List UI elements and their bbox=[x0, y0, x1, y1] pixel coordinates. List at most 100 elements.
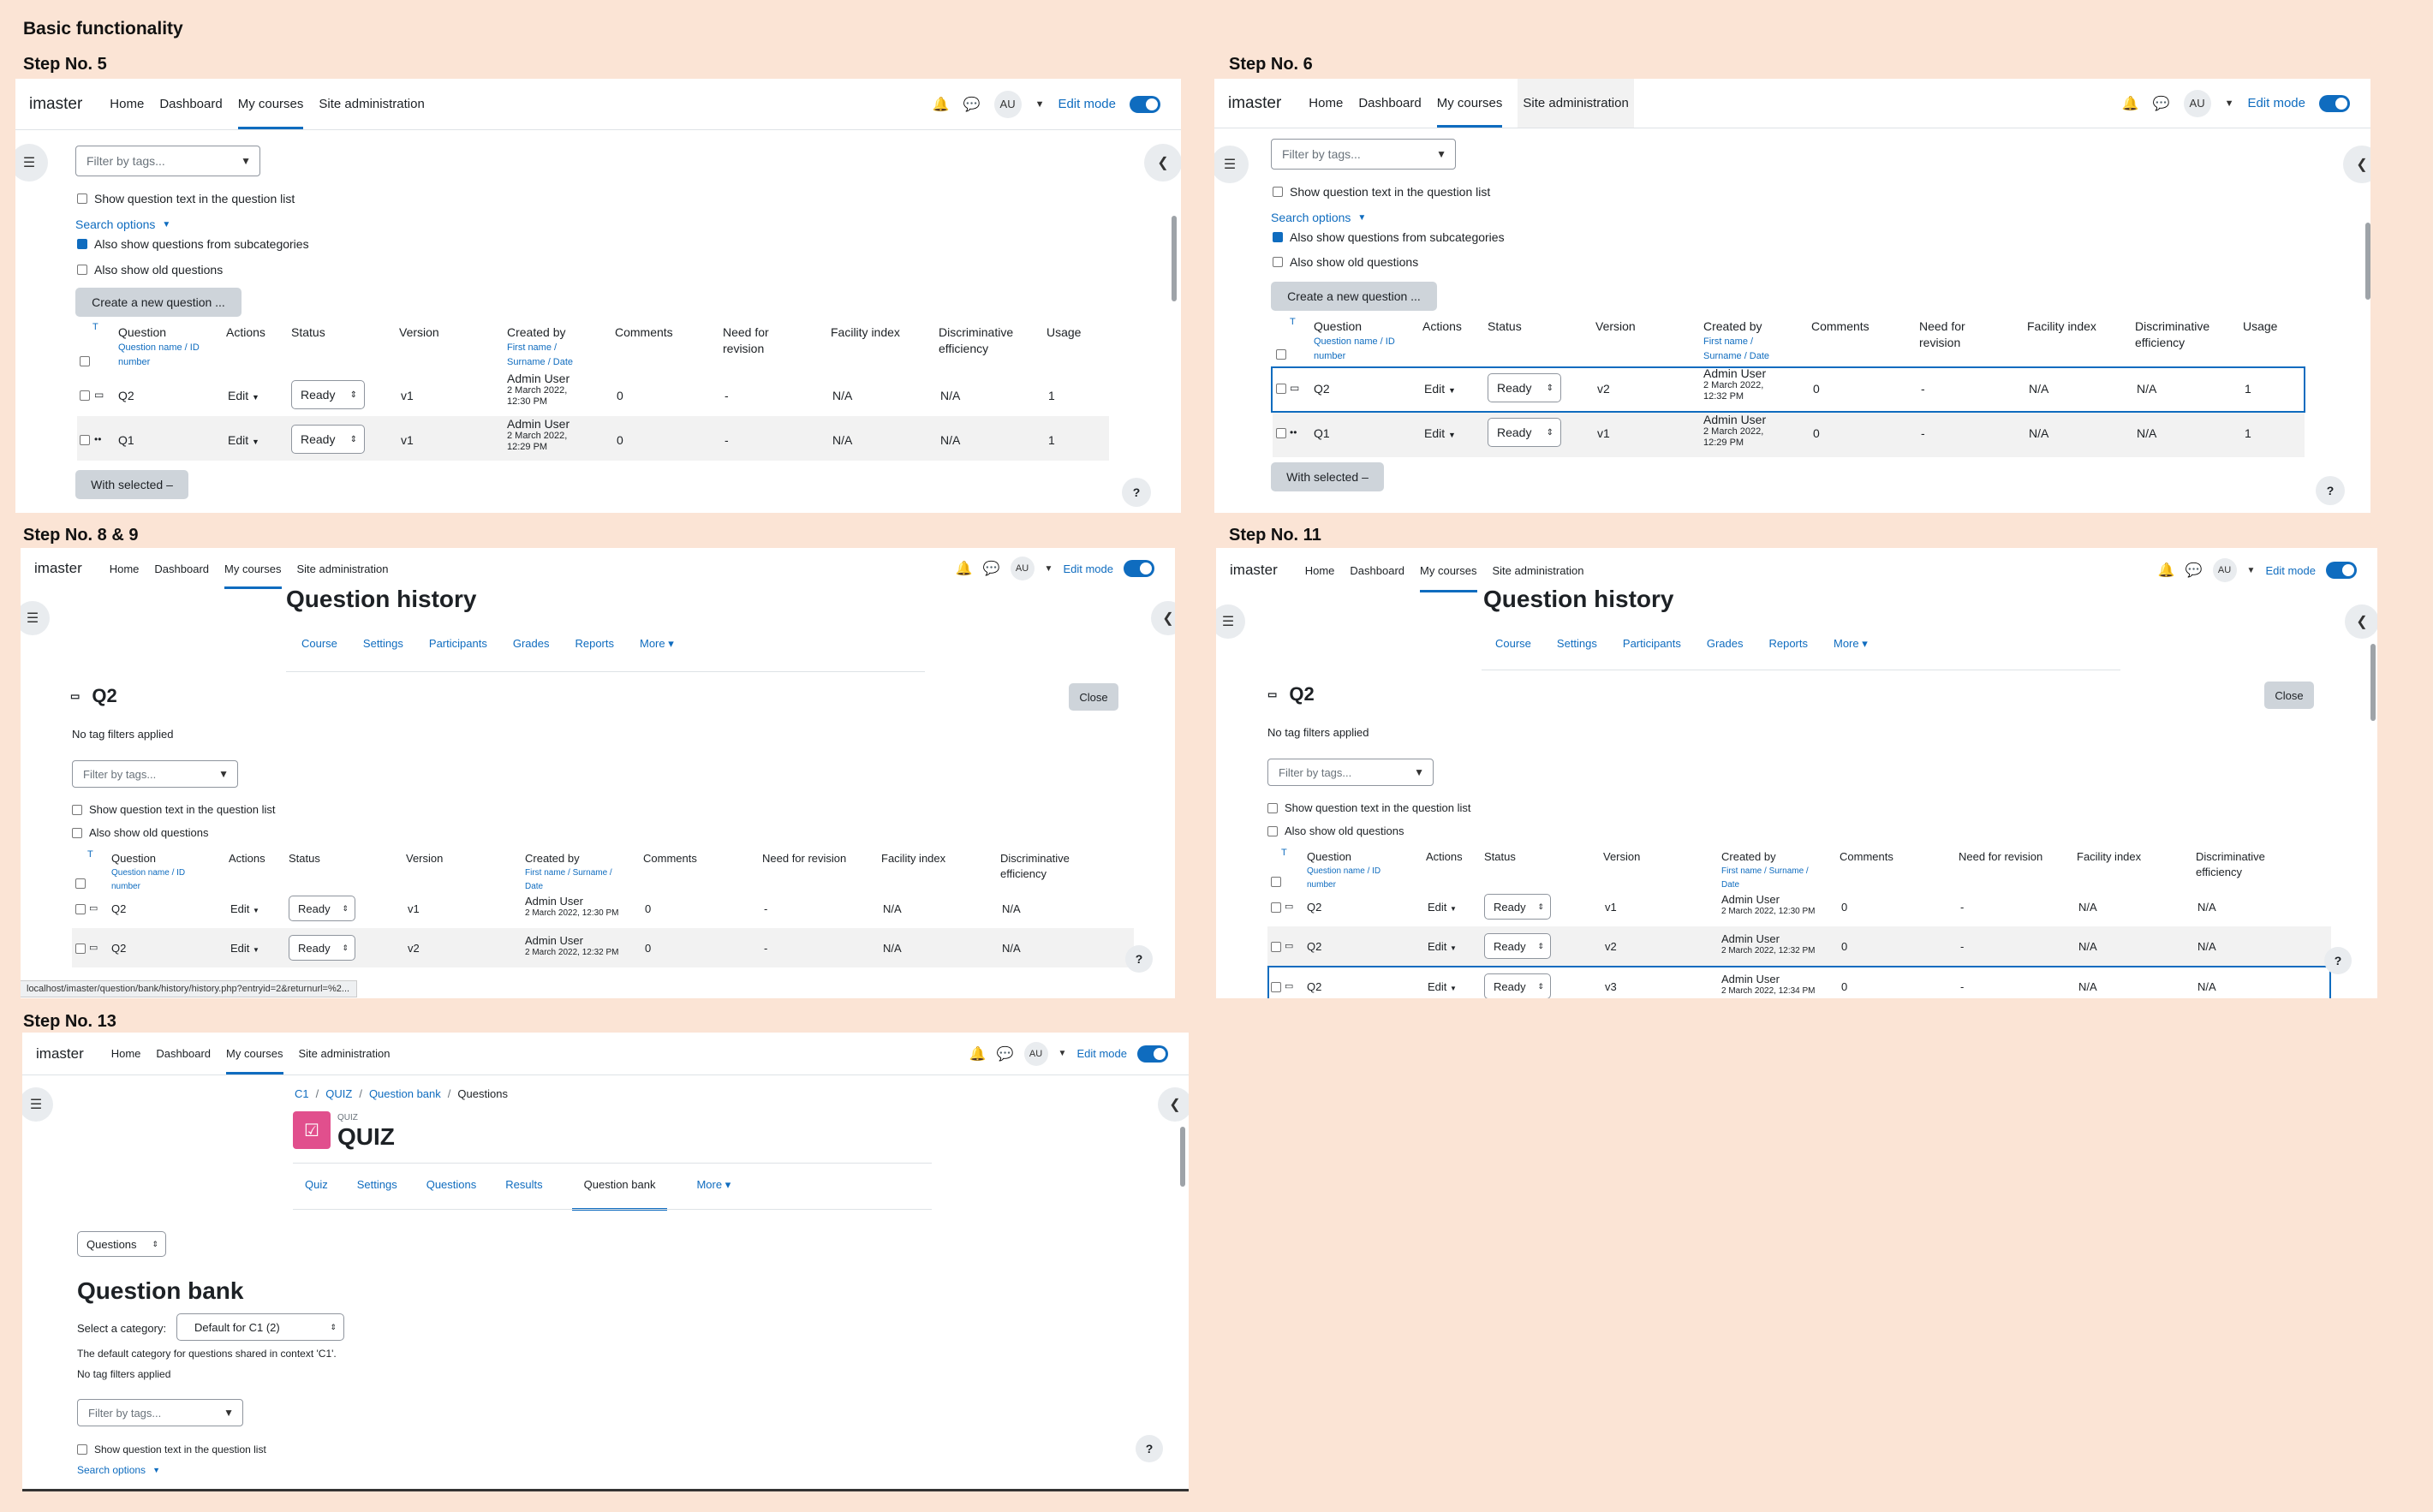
comments-link[interactable]: 0 bbox=[1841, 980, 1848, 993]
avatar[interactable]: AU bbox=[993, 90, 1022, 118]
row-checkbox[interactable] bbox=[80, 390, 90, 401]
show-text-option[interactable]: Show question text in the question list bbox=[1267, 801, 1471, 814]
block-drawer-icon[interactable]: ❮ bbox=[1144, 144, 1181, 182]
show-text-option[interactable]: Show question text in the question list bbox=[77, 1444, 266, 1455]
sort-question-name[interactable]: Question name / ID number bbox=[1307, 866, 1381, 890]
tab-quiz[interactable]: Quiz bbox=[305, 1178, 328, 1191]
nav-home[interactable]: Home bbox=[109, 562, 140, 575]
help-button[interactable]: ? bbox=[2324, 947, 2352, 974]
row-checkbox[interactable] bbox=[1271, 982, 1281, 992]
filter-tags-select[interactable]: Filter by tags... ▼ bbox=[77, 1399, 243, 1426]
comments-link[interactable]: 0 bbox=[617, 433, 623, 447]
row-checkbox[interactable] bbox=[80, 435, 90, 445]
index-drawer-icon[interactable]: ☰ bbox=[1214, 146, 1249, 183]
checkbox[interactable] bbox=[72, 804, 82, 815]
tab-reports[interactable]: Reports bbox=[1768, 637, 1808, 650]
checkbox[interactable] bbox=[1267, 825, 1278, 836]
edit-mode-toggle[interactable] bbox=[2326, 562, 2357, 579]
edit-menu[interactable]: Edit ▼ bbox=[228, 389, 259, 402]
avatar[interactable]: AU bbox=[2212, 558, 2237, 582]
status-select[interactable]: Ready ⇕ bbox=[291, 380, 365, 409]
row-checkbox[interactable] bbox=[1276, 384, 1286, 394]
brand-link[interactable]: imaster bbox=[34, 560, 82, 576]
avatar[interactable]: AU bbox=[1023, 1041, 1048, 1066]
breadcrumb-c1[interactable]: C1 bbox=[295, 1087, 309, 1100]
status-select[interactable]: Ready ⇕ bbox=[291, 425, 365, 454]
tab-grades[interactable]: Grades bbox=[512, 637, 550, 650]
tab-grades[interactable]: Grades bbox=[1706, 637, 1744, 650]
checkbox[interactable] bbox=[77, 265, 87, 275]
nav-my-courses[interactable]: My courses bbox=[237, 79, 303, 129]
nav-dashboard[interactable]: Dashboard bbox=[159, 97, 223, 111]
block-drawer-icon[interactable]: ❮ bbox=[1151, 601, 1175, 635]
comments-link[interactable]: 0 bbox=[645, 942, 652, 955]
filter-tags-select[interactable]: Filter by tags... ▼ bbox=[1271, 139, 1456, 170]
edit-menu[interactable]: Edit ▼ bbox=[230, 902, 259, 915]
bell-icon[interactable]: 🔔 bbox=[2121, 96, 2139, 111]
tab-more[interactable]: More ▾ bbox=[640, 637, 674, 650]
chevron-down-icon[interactable]: ▼ bbox=[2246, 565, 2256, 575]
sort-type[interactable]: T bbox=[1281, 848, 1287, 858]
search-options-toggle[interactable]: Search options ▼ bbox=[1271, 211, 1366, 224]
nav-home[interactable]: Home bbox=[1309, 96, 1344, 110]
scrollbar[interactable] bbox=[2365, 223, 2370, 300]
category-select[interactable]: Default for C1 (2) ⇕ bbox=[176, 1313, 344, 1341]
chevron-down-icon[interactable]: ▼ bbox=[1058, 1049, 1067, 1058]
close-button[interactable]: Close bbox=[2264, 682, 2314, 709]
bell-icon[interactable]: 🔔 bbox=[969, 1046, 987, 1062]
chevron-down-icon[interactable]: ▼ bbox=[1044, 563, 1053, 574]
status-select[interactable]: Ready ⇕ bbox=[1488, 418, 1561, 447]
sort-type[interactable]: T bbox=[92, 322, 98, 332]
status-select[interactable]: Ready ⇕ bbox=[1484, 973, 1551, 998]
sort-type[interactable]: T bbox=[87, 849, 93, 860]
row-checkbox[interactable] bbox=[1271, 902, 1281, 913]
index-drawer-icon[interactable]: ☰ bbox=[1216, 604, 1245, 639]
row-checkbox[interactable] bbox=[75, 904, 86, 914]
tab-question-bank[interactable]: Question bank bbox=[571, 1178, 668, 1211]
usage-link[interactable]: 1 bbox=[1048, 389, 1055, 402]
tab-more[interactable]: More ▾ bbox=[696, 1178, 731, 1191]
nav-site-admin[interactable]: Site administration bbox=[319, 97, 425, 111]
comments-link[interactable]: 0 bbox=[617, 389, 623, 402]
usage-link[interactable]: 1 bbox=[2245, 382, 2251, 396]
nav-home[interactable]: Home bbox=[110, 97, 145, 111]
checkbox[interactable] bbox=[77, 239, 87, 249]
filter-tags-select[interactable]: Filter by tags... ▼ bbox=[1267, 759, 1434, 786]
edit-mode-toggle[interactable] bbox=[1130, 95, 1160, 113]
edit-menu[interactable]: Edit ▼ bbox=[1428, 980, 1457, 993]
create-question-button[interactable]: Create a new question ... bbox=[1271, 282, 1437, 311]
message-icon[interactable]: 💬 bbox=[996, 1046, 1014, 1062]
filter-tags-select[interactable]: Filter by tags... ▼ bbox=[75, 146, 260, 176]
help-button[interactable]: ? bbox=[1122, 478, 1151, 507]
nav-my-courses[interactable]: My courses bbox=[1436, 79, 1502, 128]
index-drawer-icon[interactable]: ☰ bbox=[22, 1087, 53, 1122]
nav-dashboard[interactable]: Dashboard bbox=[154, 562, 210, 575]
help-button[interactable]: ? bbox=[2316, 476, 2345, 505]
create-question-button[interactable]: Create a new question ... bbox=[75, 288, 242, 317]
tab-reports[interactable]: Reports bbox=[575, 637, 614, 650]
usage-link[interactable]: 1 bbox=[2245, 426, 2251, 440]
old-questions-option[interactable]: Also show old questions bbox=[1267, 824, 1404, 837]
scrollbar[interactable] bbox=[2370, 644, 2376, 721]
edit-menu[interactable]: Edit ▼ bbox=[1428, 940, 1457, 953]
sort-created[interactable]: First name / Surname / Date bbox=[525, 867, 612, 891]
edit-menu[interactable]: Edit ▼ bbox=[1424, 426, 1456, 440]
bell-icon[interactable]: 🔔 bbox=[2157, 563, 2175, 578]
tab-settings[interactable]: Settings bbox=[1556, 637, 1597, 650]
subcategories-option[interactable]: Also show questions from subcategories bbox=[1273, 230, 1505, 244]
comments-link[interactable]: 0 bbox=[1813, 426, 1820, 440]
chevron-down-icon[interactable]: ▼ bbox=[2224, 98, 2234, 109]
show-text-option[interactable]: Show question text in the question list bbox=[1273, 185, 1490, 199]
tab-participants[interactable]: Participants bbox=[1622, 637, 1681, 650]
select-all-checkbox[interactable] bbox=[1276, 349, 1286, 360]
tab-results[interactable]: Results bbox=[505, 1178, 543, 1191]
select-all-checkbox[interactable] bbox=[75, 878, 86, 889]
message-icon[interactable]: 💬 bbox=[2185, 563, 2203, 578]
checkbox[interactable] bbox=[1273, 257, 1283, 267]
with-selected-button[interactable]: With selected – bbox=[75, 470, 188, 499]
edit-mode-toggle[interactable] bbox=[1124, 560, 1154, 577]
scrollbar[interactable] bbox=[1172, 216, 1177, 301]
checkbox[interactable] bbox=[1267, 802, 1278, 813]
row-checkbox[interactable] bbox=[1271, 942, 1281, 952]
nav-dashboard[interactable]: Dashboard bbox=[156, 1047, 212, 1060]
